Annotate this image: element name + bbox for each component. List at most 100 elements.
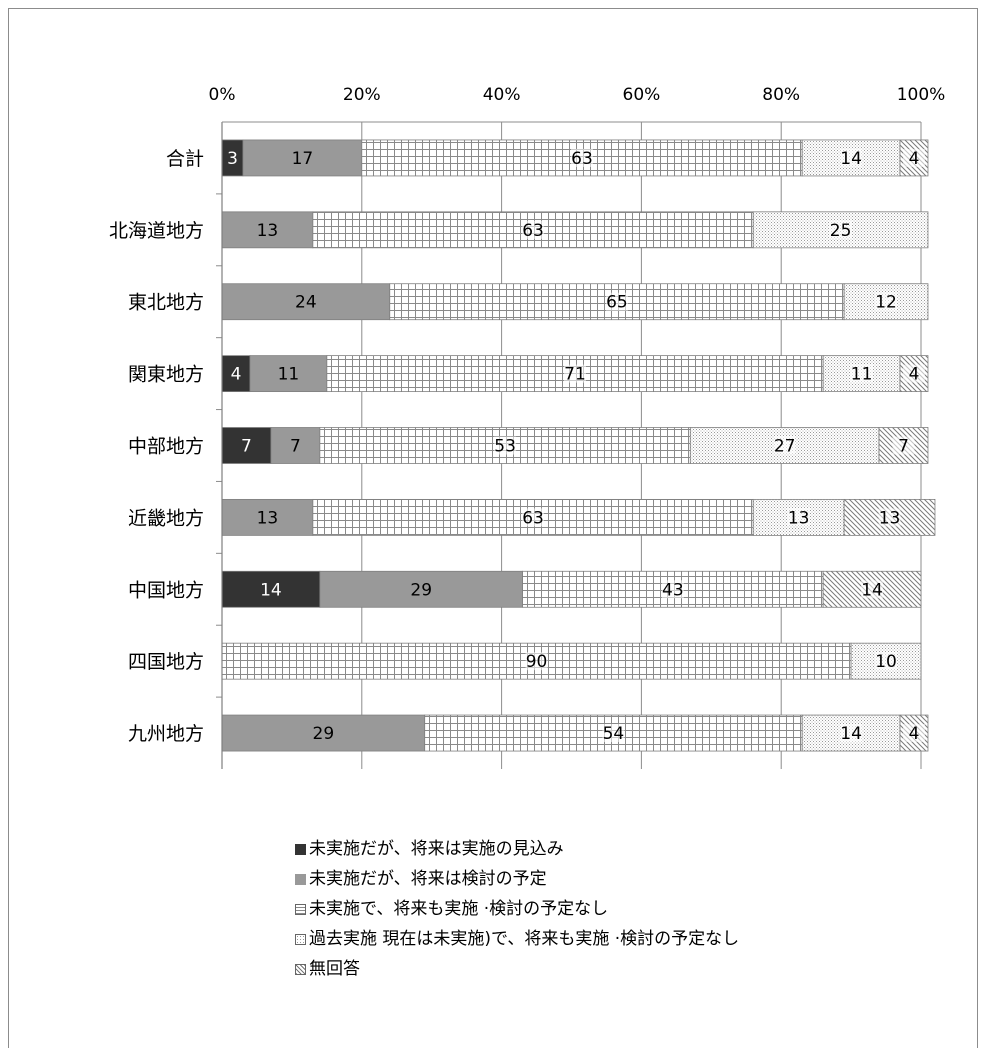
chart-frame: 0% 20% 40% 60% 80% 100% 合計 北海道地方 東北地方 関東地方 中部地方 近畿… [8,8,978,1048]
data-label-bg [875,652,898,671]
x-tick-label: 60% [623,85,661,105]
data-label: 11 [851,365,873,385]
data-label: 7 [290,437,301,457]
data-label: 14 [260,580,282,600]
data-label-bg [903,364,926,383]
data-label-bg [903,724,926,743]
data-label: 53 [494,437,516,457]
x-tick-label: 20% [343,85,381,105]
data-label-bg [570,148,593,167]
data-label: 63 [522,508,544,528]
category-label: 中国地方 [128,579,204,601]
data-label-bg [605,292,628,311]
data-label: 17 [292,149,314,169]
data-label: 4 [909,724,920,744]
data-label-bg [525,652,548,671]
legend-swatch [295,843,306,855]
data-label-bg [892,436,915,455]
legend-swatch [295,873,306,885]
data-label: 54 [603,724,625,744]
legend-item: 未実施で、将来も実施 ·検討の予定なし [295,894,739,924]
bar-segment [270,427,321,464]
data-label-bg [602,724,625,743]
data-label: 14 [840,724,862,744]
data-label: 4 [909,365,920,385]
data-label: 63 [522,221,544,241]
legend-label: 未実施で、将来も実施 ·検討の予定なし [309,899,609,919]
legend-label: 無回答 [309,959,360,979]
data-label: 13 [879,508,901,528]
data-label-bg [563,364,586,383]
data-labels: 3 17 63 14 4 13 63 25 24 65 12 4 11 71 11 4 7 7 53 27 7 13 63 1… [227,148,926,744]
category-label: 近畿地方 [128,507,204,529]
data-label: 25 [830,221,852,241]
bar-segment [221,498,314,536]
data-label: 29 [410,580,432,600]
bar-segment [221,283,391,321]
data-label: 27 [774,437,796,457]
data-label: 4 [909,149,920,169]
data-label: 10 [875,652,897,672]
bar-segment [319,570,523,608]
legend: 未実施だが、将来は実施の見込み 未実施だが、将来は検討の予定未実施で、将来も実施 … [295,834,739,984]
legend-item: 未実施だが、将来は実施の見込み [295,834,739,864]
data-label: 12 [875,293,897,313]
data-label-bg [787,508,810,527]
data-label: 43 [662,580,684,600]
data-label: 13 [257,221,279,241]
data-label-bg [850,364,873,383]
category-label: 合計 [166,148,204,170]
data-label: 65 [606,293,628,313]
legend-swatch [295,963,306,975]
data-label-bg [861,580,884,599]
x-tick-label: 40% [483,85,521,105]
x-axis-tick-labels: 0% 20% 40% 60% 80% 100% [209,85,946,105]
data-label: 13 [257,508,279,528]
data-label: 90 [526,652,548,672]
legend-label: 未実施だが、将来は実施の見込み [309,839,564,859]
data-label-bg [878,508,901,527]
category-label: 四国地方 [128,651,204,673]
data-label: 71 [564,365,586,385]
data-label: 11 [278,365,300,385]
data-label-bg [773,436,796,455]
data-label: 29 [313,724,335,744]
data-label: 7 [898,437,909,457]
data-label: 3 [227,149,238,169]
category-label: 関東地方 [128,364,204,386]
bar-segment [221,570,321,608]
data-label: 14 [861,580,883,600]
category-label: 北海道地方 [109,220,204,242]
data-label: 7 [241,437,252,457]
x-tick-label: 80% [762,85,800,105]
data-label-bg [840,724,863,743]
data-label: 24 [295,293,317,313]
legend-item: 過去実施 現在は未実施)で、将来も実施 ·検討の予定なし [295,924,739,954]
category-label: 中部地方 [128,436,204,458]
bar-segment [221,427,272,464]
axes [216,121,921,769]
legend-label: 未実施だが、将来は検討の予定 [309,869,547,889]
data-label-bg [522,220,545,239]
data-label-bg [875,292,898,311]
bars [221,139,936,752]
data-label-bg [661,580,684,599]
bar-segment [221,355,251,393]
legend-swatch [295,933,306,945]
data-label-bg [829,220,852,239]
x-tick-label: 0% [209,85,236,105]
data-label: 13 [788,508,810,528]
legend-swatch [295,903,306,915]
legend-item: 無回答 [295,954,739,984]
data-label: 14 [840,149,862,169]
data-label: 63 [571,149,593,169]
data-label-bg [840,148,863,167]
category-label: 九州地方 [128,723,204,745]
stacked-bar-chart: 0% 20% 40% 60% 80% 100% 合計北海道地方東北地方関東地方中部地方近畿… [109,85,946,769]
bar-segment [221,211,314,249]
data-label-bg [903,148,926,167]
legend-label: 過去実施 現在は未実施)で、将来も実施 ·検討の予定なし [309,929,740,949]
x-tick-label: 100% [897,85,946,105]
legend-item: 未実施だが、将来は検討の予定 [295,864,739,894]
